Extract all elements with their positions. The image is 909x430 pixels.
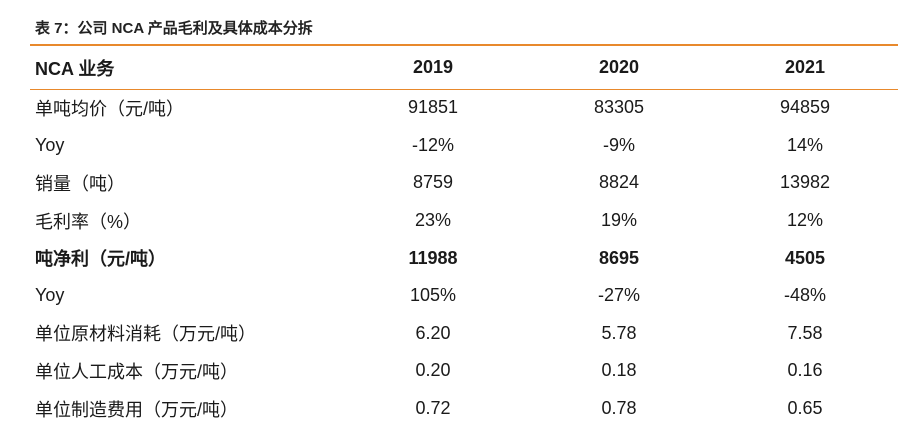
cell-value: 13982: [779, 172, 831, 193]
row-label: 销量（吨）: [35, 173, 125, 194]
row-label: 毛利率（%）: [35, 211, 142, 232]
cell-value: -27%: [597, 285, 641, 306]
table-row: 销量（吨） 8759 8824 13982: [30, 164, 898, 202]
row-label: 单位人工成本（万元/吨）: [35, 361, 238, 382]
cell-value: 4505: [784, 247, 826, 268]
row-label: Yoy: [35, 285, 65, 306]
table-row: Yoy 105% -27% -48%: [30, 277, 898, 315]
cell-value: 11988: [408, 247, 458, 268]
cell-value: 0.16: [787, 360, 823, 381]
cell-value: 0.18: [601, 360, 637, 381]
cell-value: 8759: [412, 172, 454, 193]
header-label: NCA 业务: [35, 58, 115, 79]
table-row: 毛利率（%） 23% 19% 12%: [30, 202, 898, 240]
header-year-2021: 2021: [784, 57, 826, 77]
cell-value: 0.65: [787, 398, 823, 419]
cell-value: 8824: [598, 172, 640, 193]
cell-value: 19%: [600, 210, 638, 231]
table-row: Yoy -12% -9% 14%: [30, 127, 898, 165]
row-label: 吨净利（元/吨）: [35, 249, 167, 270]
header-rule: [30, 89, 898, 90]
row-label: 单吨均价（元/吨）: [35, 98, 185, 119]
cell-value: 12%: [786, 210, 824, 231]
cell-value: 0.72: [415, 398, 451, 419]
header-year-2019: 2019: [412, 57, 454, 77]
cell-value: -48%: [783, 285, 827, 306]
table-caption: 表 7：公司 NCA 产品毛利及具体成本分拆: [35, 20, 313, 37]
cell-value: 8695: [598, 247, 640, 268]
row-label: Yoy: [35, 134, 65, 155]
top-rule: [30, 44, 898, 46]
cell-value: 0.78: [601, 398, 637, 419]
table-row: 吨净利（元/吨） 11988 8695 4505: [30, 239, 898, 277]
header-year-2020: 2020: [598, 57, 640, 77]
row-label: 单位制造费用（万元/吨）: [35, 399, 238, 420]
row-label: 单位原材料消耗（万元/吨）: [35, 324, 256, 345]
header-row: NCA 业务 2019 2020 2021: [30, 46, 898, 89]
cell-value: 23%: [414, 210, 452, 231]
cell-value: 0.20: [415, 360, 451, 381]
cell-value: 83305: [593, 97, 645, 118]
cell-value: 94859: [779, 97, 831, 118]
cell-value: -12%: [411, 134, 455, 155]
table-row: 单吨均价（元/吨） 91851 83305 94859: [30, 89, 898, 127]
cell-value: 5.78: [601, 322, 637, 343]
table-row: 单位原材料消耗（万元/吨） 6.20 5.78 7.58: [30, 315, 898, 353]
table-row: 单位人工成本（万元/吨） 0.20 0.18 0.16: [30, 352, 898, 390]
cell-value: 91851: [407, 97, 459, 118]
cell-value: 14%: [786, 134, 824, 155]
cell-value: 105%: [409, 285, 457, 306]
cell-value: -9%: [602, 134, 635, 155]
cell-value: 6.20: [415, 322, 451, 343]
table-row: 单位制造费用（万元/吨） 0.72 0.78 0.65: [30, 390, 898, 428]
cell-value: 7.58: [787, 322, 823, 343]
nca-cost-table: NCA 业务 2019 2020 2021 单吨均价（元/吨） 91851 83…: [30, 46, 898, 427]
